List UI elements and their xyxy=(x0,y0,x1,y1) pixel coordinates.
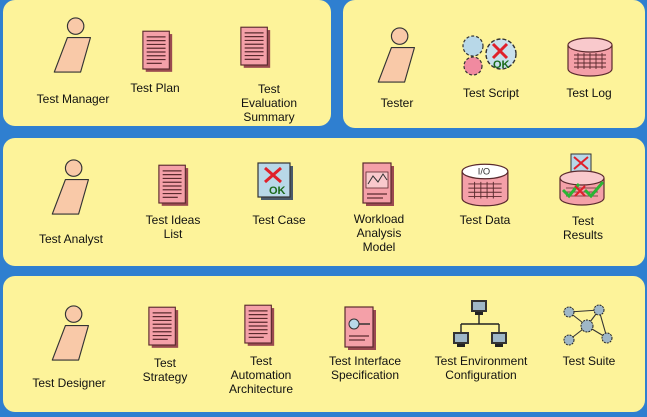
item-test-case[interactable]: OK Test Case xyxy=(243,160,313,240)
label-test-strategy: Test Strategy xyxy=(142,356,188,384)
label-workload-analysis-model: Workload Analysis Model xyxy=(353,212,405,254)
svg-text:OK: OK xyxy=(493,59,510,71)
label-test-evaluation-summary: Test Evaluation Summary xyxy=(240,82,298,124)
item-tester[interactable]: Tester xyxy=(363,24,433,114)
item-test-plan[interactable]: Test Plan xyxy=(121,24,191,104)
label-test-manager: Test Manager xyxy=(36,92,110,106)
item-test-manager[interactable]: Test Manager xyxy=(23,14,123,114)
item-test-results[interactable]: Test Results xyxy=(549,152,619,252)
label-tester: Tester xyxy=(380,96,414,110)
test-case-icon: OK xyxy=(257,162,293,200)
interface-document-icon xyxy=(344,306,376,350)
svg-text:OK: OK xyxy=(269,185,286,197)
item-test-ideas-list[interactable]: Test Ideas List xyxy=(143,160,213,250)
item-test-suite[interactable]: Test Suite xyxy=(551,302,631,392)
label-test-analyst: Test Analyst xyxy=(38,232,104,246)
label-test-environment-configuration: Test Environment Configuration xyxy=(434,354,528,382)
label-test-designer: Test Designer xyxy=(32,376,106,390)
item-test-interface-specification[interactable]: Test Interface Specification xyxy=(321,304,421,404)
results-database-icon xyxy=(559,153,605,206)
panel-management: Test Manager Test Plan Test Evaluation S… xyxy=(3,0,331,126)
label-test-script: Test Script xyxy=(462,86,519,100)
panel-execution: Tester OK Test Script Test Log xyxy=(343,0,645,128)
item-test-data[interactable]: I/O Test Data xyxy=(445,160,525,240)
io-database-icon: I/O xyxy=(461,163,509,207)
person-icon xyxy=(375,26,421,84)
item-test-environment-configuration[interactable]: Test Environment Configuration xyxy=(427,298,537,398)
item-test-designer[interactable]: Test Designer xyxy=(23,302,123,402)
label-test-results: Test Results xyxy=(562,214,603,242)
document-icon xyxy=(157,164,191,208)
label-test-interface-specification: Test Interface Specification xyxy=(328,354,402,382)
suite-network-icon xyxy=(563,304,613,346)
database-icon xyxy=(565,36,615,78)
network-icon xyxy=(453,300,507,347)
label-test-ideas-list: Test Ideas List xyxy=(145,213,201,241)
model-document-icon xyxy=(362,162,394,206)
document-icon xyxy=(243,304,277,348)
document-icon xyxy=(239,26,273,70)
panel-design: Test Designer Test Strategy Test Automat… xyxy=(3,276,645,412)
item-test-strategy[interactable]: Test Strategy xyxy=(143,304,213,404)
label-test-automation-architecture: Test Automation Architecture xyxy=(228,354,294,396)
item-test-script[interactable]: OK Test Script xyxy=(451,34,531,104)
item-test-log[interactable]: Test Log xyxy=(555,34,625,104)
label-test-plan: Test Plan xyxy=(130,81,180,95)
item-test-automation-architecture[interactable]: Test Automation Architecture xyxy=(229,302,303,402)
person-icon xyxy=(49,158,95,216)
svg-text:I/O: I/O xyxy=(478,167,490,177)
gears-icon: OK xyxy=(462,35,517,76)
label-test-log: Test Log xyxy=(566,86,612,100)
person-icon xyxy=(51,16,97,74)
item-test-analyst[interactable]: Test Analyst xyxy=(23,156,123,256)
panel-analysis: Test Analyst Test Ideas List OK Test Cas… xyxy=(3,138,645,266)
person-icon xyxy=(49,304,95,362)
document-icon xyxy=(141,30,175,74)
document-icon xyxy=(147,306,181,350)
item-workload-analysis-model[interactable]: Workload Analysis Model xyxy=(349,162,419,262)
label-test-data: Test Data xyxy=(459,213,511,227)
label-test-case: Test Case xyxy=(252,213,306,227)
label-test-suite: Test Suite xyxy=(562,354,616,368)
item-test-evaluation-summary[interactable]: Test Evaluation Summary xyxy=(213,22,297,124)
